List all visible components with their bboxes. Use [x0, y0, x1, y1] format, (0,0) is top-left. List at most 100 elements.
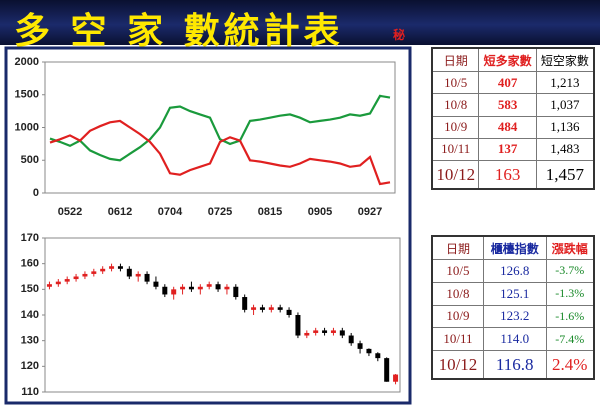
x-tick-label: 0612 [108, 206, 132, 218]
candle-body [55, 281, 61, 285]
table-cell: 1,037 [535, 93, 595, 117]
table-cell: 10/8 [431, 93, 480, 117]
candle-body [162, 286, 168, 295]
table-cell: 10/9 [431, 115, 480, 139]
table-cell: 10/12 [431, 160, 480, 190]
table-row: 10/8 583 1,037 [431, 93, 595, 117]
candle-body [117, 266, 123, 269]
candle-body [393, 374, 399, 382]
table-row: 日期 短多家數 短空家數 [431, 47, 595, 72]
candle-body [206, 284, 212, 287]
y-tick-label: 110 [21, 386, 39, 398]
candle-body [197, 286, 203, 290]
table-cell: 484 [478, 115, 537, 139]
table-row: 10/8 125.1 -1.3% [431, 281, 595, 306]
candle-body [126, 268, 132, 277]
y-tick-label: 0 [33, 187, 39, 199]
table-cell: 漲跌幅 [545, 235, 595, 260]
table-cell: 116.8 [482, 350, 547, 380]
x-tick-label: 0905 [308, 206, 332, 218]
candle-body [304, 332, 310, 336]
candle-body [100, 268, 106, 272]
table-cell: 137 [478, 137, 537, 162]
table-cell: 407 [478, 70, 537, 95]
series-line [49, 119, 391, 186]
table-row: 10/5 407 1,213 [431, 70, 595, 95]
table-row: 10/5 126.8 -3.7% [431, 259, 595, 283]
table-cell: -7.4% [545, 327, 595, 351]
x-tick-label: 0725 [208, 206, 232, 218]
y-tick-label: 2000 [15, 56, 39, 68]
table-row: 10/11 114.0 -7.4% [431, 327, 595, 351]
table-cell: 10/5 [431, 259, 484, 283]
candle-body [215, 284, 221, 290]
index-table: 日期 櫃檯指數 漲跌幅 10/5 126.8 -3.7% 10/8 125.1 -1.3% 10/… [431, 235, 595, 380]
candle-body [233, 286, 239, 298]
table-row: 10/12 116.8 2.4% [431, 350, 595, 380]
table-row: 10/11 137 1,483 [431, 137, 595, 162]
y-tick-label: 500 [21, 154, 39, 166]
x-tick-label: 0815 [258, 206, 282, 218]
candle-body [295, 315, 301, 336]
candle-body [144, 273, 150, 282]
x-tick-label: 0522 [58, 206, 82, 218]
table-cell: 10/5 [431, 70, 480, 95]
table-cell: -3.7% [545, 259, 595, 283]
candle-body [153, 281, 159, 287]
table-cell: 1,213 [535, 70, 595, 95]
y-tick-label: 170 [21, 232, 39, 244]
series-line [49, 94, 391, 162]
candle-body [46, 284, 52, 287]
table-cell: 10/8 [431, 281, 484, 306]
y-tick-label: 150 [21, 283, 39, 295]
table-cell: 163 [478, 160, 537, 190]
candle-body [357, 343, 363, 349]
candle-body [242, 297, 248, 310]
table-cell: 日期 [431, 235, 484, 260]
candle-body [330, 330, 336, 333]
candle-body [322, 330, 328, 333]
candle-body [277, 307, 283, 310]
table-cell: 10/12 [431, 350, 484, 380]
table-cell: 125.1 [482, 281, 547, 306]
table-cell: 短空家數 [535, 47, 595, 72]
candle-body [366, 348, 372, 354]
candle-body [188, 286, 194, 290]
candle-body [286, 309, 292, 315]
y-tick-label: 140 [21, 309, 39, 321]
y-tick-label: 130 [21, 335, 39, 347]
table-row: 10/12 163 1,457 [431, 160, 595, 190]
table-cell: 123.2 [482, 304, 547, 329]
table-cell: 10/11 [431, 327, 484, 351]
table-cell: 櫃檯指數 [482, 235, 547, 260]
candle-body [268, 307, 274, 310]
candle-body [91, 271, 97, 274]
candle-body [384, 358, 390, 382]
candle-body [171, 289, 177, 295]
candle-body [135, 273, 141, 277]
x-tick-label: 0704 [158, 206, 183, 218]
table-cell: 126.8 [482, 259, 547, 283]
candle-body [64, 279, 70, 282]
candle-body [224, 286, 230, 290]
page-title: 多 空 家 數統計表 [14, 11, 344, 52]
candle-body [82, 273, 88, 277]
table-cell: 10/9 [431, 304, 484, 329]
y-tick-label: 1500 [15, 89, 39, 101]
y-tick-label: 1000 [15, 121, 39, 133]
table-row: 10/9 123.2 -1.6% [431, 304, 595, 329]
table-cell: 短多家數 [478, 47, 537, 72]
table-cell: 583 [478, 93, 537, 117]
table-row: 10/9 484 1,136 [431, 115, 595, 139]
table-cell: 114.0 [482, 327, 547, 351]
candle-body [109, 266, 115, 269]
candle-body [339, 330, 345, 336]
y-tick-label: 160 [21, 258, 39, 270]
title-mark: 秘 [393, 28, 406, 42]
table-cell: 1,483 [535, 137, 595, 162]
y-tick-label: 120 [21, 360, 39, 372]
x-tick-label: 0927 [358, 206, 382, 218]
candle-body [348, 335, 354, 344]
